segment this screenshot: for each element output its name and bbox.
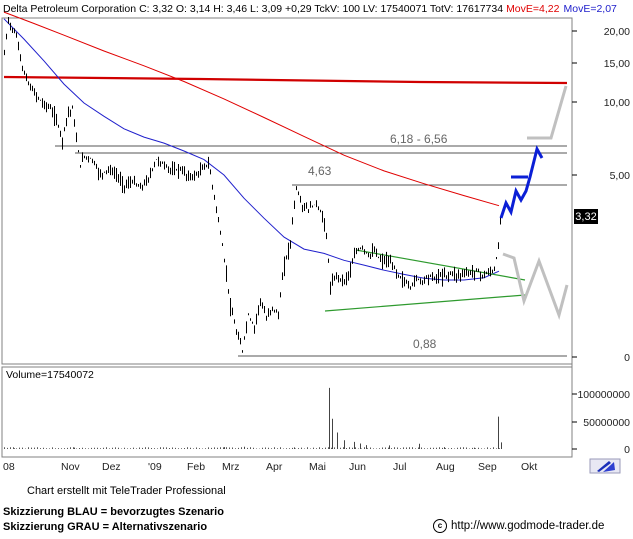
move-e-short-line xyxy=(3,18,500,281)
resistance-line xyxy=(3,75,568,85)
last-price-label: 3,32 xyxy=(575,211,596,223)
source-url[interactable]: http://www.godmode-trader.de xyxy=(451,520,605,532)
chart-credit: Chart erstellt mit TeleTrader Profession… xyxy=(27,485,226,497)
level-label-6-18: 6,18 - 6,56 xyxy=(390,132,448,146)
x-tick-label: Mai xyxy=(309,461,326,473)
time-axis: 08 Nov Dez '09 Feb Mrz Apr Mai Jun Jul A… xyxy=(2,456,572,473)
chart-header: Delta Petroleum Corporation C: 3,32 O: 3,… xyxy=(3,3,617,15)
volume-tick-label: 0 xyxy=(624,444,630,456)
y-tick-label: 5,00 xyxy=(610,170,631,182)
y-tick-label: 15,00 xyxy=(604,58,630,70)
price-panel-frame xyxy=(1,17,573,365)
move-e-short-label: MovE=2,07 xyxy=(563,3,617,15)
move-e-long-label: MovE=4,22 xyxy=(506,3,560,15)
volume-bars xyxy=(4,387,502,449)
x-tick-label: '09 xyxy=(148,461,162,473)
x-tick-label: Mrz xyxy=(222,461,240,473)
last-price-box xyxy=(574,209,598,224)
volume-axis: 100000000 50000000 0 xyxy=(572,389,630,456)
x-tick-label: Jun xyxy=(349,461,366,473)
x-tick-label: Feb xyxy=(187,461,205,473)
volume-label: Volume=17540072 xyxy=(6,369,94,381)
level-lines xyxy=(55,145,567,357)
level-label-4-63: 4,63 xyxy=(308,164,332,178)
x-tick-label: Apr xyxy=(266,461,283,473)
x-tick-label: Jul xyxy=(393,461,406,473)
x-tick-label: Okt xyxy=(521,461,537,473)
x-tick-label: Nov xyxy=(61,461,80,473)
copyright-icon: c xyxy=(433,519,447,533)
grey-scenario-path xyxy=(502,252,569,320)
move-e-long-line xyxy=(3,11,500,207)
x-tick-label: Sep xyxy=(478,461,497,473)
price-axis: 20,00 15,00 10,00 5,00 0 xyxy=(572,26,630,364)
triangle-channel xyxy=(324,249,526,312)
y-tick-label: 10,00 xyxy=(604,97,630,109)
y-tick-label: 20,00 xyxy=(604,26,630,38)
blue-scenario-path xyxy=(499,144,544,219)
x-tick-label: 08 xyxy=(3,461,15,473)
x-tick-label: Dez xyxy=(102,461,121,473)
y-tick-label: 0 xyxy=(624,352,630,364)
x-tick-label: Aug xyxy=(436,461,455,473)
source-link[interactable]: c http://www.godmode-trader.de xyxy=(433,519,604,533)
grey-scenario-upper xyxy=(527,85,568,140)
quote-text: C: 3,32 O: 3,14 H: 3,46 L: 3,09 +0,29 Tc… xyxy=(139,3,503,15)
price-bars xyxy=(4,17,501,353)
volume-tick-label: 50000000 xyxy=(583,417,630,429)
legend-blue: Skizzierung BLAU = bevorzugtes Szenario xyxy=(3,506,224,518)
draw-tool-icon[interactable] xyxy=(589,458,621,474)
security-name: Delta Petroleum Corporation xyxy=(3,3,136,15)
legend-grey: Skizzierung GRAU = Alternativszenario xyxy=(3,521,208,533)
scenario-legend: Skizzierung BLAU = bevorzugtes Szenario … xyxy=(3,505,224,535)
level-label-0-88: 0,88 xyxy=(413,337,437,351)
volume-tick-label: 100000000 xyxy=(577,389,630,401)
